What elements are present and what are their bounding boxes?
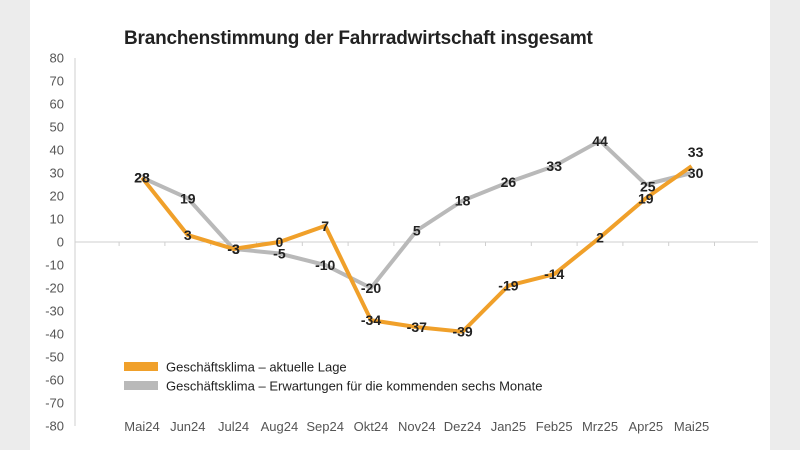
x-tick-label: Dez24 <box>444 419 482 434</box>
data-label: 33 <box>688 144 704 160</box>
x-tick-label: Nov24 <box>398 419 436 434</box>
x-tick-label: Aug24 <box>261 419 299 434</box>
data-label: -3 <box>227 241 240 257</box>
data-label: 3 <box>184 227 192 243</box>
data-label: -37 <box>407 319 427 335</box>
data-label: 44 <box>592 133 608 149</box>
data-label: -5 <box>273 246 286 262</box>
data-label: -14 <box>544 266 564 282</box>
x-tick-label: Feb25 <box>536 419 573 434</box>
data-label: 19 <box>180 190 196 206</box>
y-tick-label: -80 <box>45 419 64 434</box>
data-label: 0 <box>276 234 284 250</box>
y-tick-label: -50 <box>45 350 64 365</box>
data-label: 18 <box>455 193 471 209</box>
y-tick-label: 40 <box>50 143 64 158</box>
y-tick-label: 10 <box>50 212 64 227</box>
data-label: 19 <box>638 190 654 206</box>
data-label: 5 <box>413 223 421 239</box>
y-tick-label: -70 <box>45 396 64 411</box>
data-label: -34 <box>361 312 381 328</box>
y-tick-label: -10 <box>45 258 64 273</box>
y-tick-label: -40 <box>45 327 64 342</box>
y-tick-label: 50 <box>50 120 64 135</box>
chart-title: Branchenstimmung der Fahrradwirtschaft i… <box>124 28 593 49</box>
data-label: 33 <box>546 158 562 174</box>
x-tick-label: Mrz25 <box>582 419 618 434</box>
series-line-erwartungen <box>141 138 693 291</box>
legend-swatch-aktuelle-lage <box>124 362 158 371</box>
data-label: 26 <box>501 174 517 190</box>
data-label: 2 <box>596 229 604 245</box>
series-line-aktuelle-lage <box>140 164 693 334</box>
x-tick-label: Jan25 <box>491 419 526 434</box>
x-tick-label: Sep24 <box>306 419 344 434</box>
chart-panel <box>30 0 770 450</box>
data-label: 28 <box>134 170 150 186</box>
y-tick-label: 70 <box>50 74 64 89</box>
data-label: -20 <box>361 280 381 296</box>
data-label: 7 <box>321 218 329 234</box>
x-tick-label: Apr25 <box>628 419 663 434</box>
y-tick-label: 60 <box>50 97 64 112</box>
data-label: -39 <box>452 324 472 340</box>
x-tick-label: Jun24 <box>170 419 205 434</box>
data-label: 28 <box>134 170 150 186</box>
y-tick-label: 30 <box>50 166 64 181</box>
y-tick-label: -60 <box>45 373 64 388</box>
y-tick-label: -30 <box>45 304 64 319</box>
data-label: -19 <box>498 278 518 294</box>
legend-label-aktuelle-lage: Geschäftsklima – aktuelle Lage <box>166 360 347 375</box>
data-label: 30 <box>688 165 704 181</box>
data-label: 25 <box>640 179 656 195</box>
y-tick-label: -20 <box>45 281 64 296</box>
legend-swatch-erwartungen <box>124 381 158 390</box>
y-tick-label: 80 <box>50 51 64 66</box>
data-label: -3 <box>227 241 240 257</box>
x-tick-label: Mai25 <box>674 419 709 434</box>
y-tick-label: 20 <box>50 189 64 204</box>
x-tick-label: Jul24 <box>218 419 249 434</box>
legend-label-erwartungen: Geschäftsklima – Erwartungen für die kom… <box>166 379 542 394</box>
y-tick-label: 0 <box>57 235 64 250</box>
data-label: -10 <box>315 257 335 273</box>
x-tick-label: Okt24 <box>354 419 389 434</box>
x-tick-label: Mai24 <box>124 419 159 434</box>
